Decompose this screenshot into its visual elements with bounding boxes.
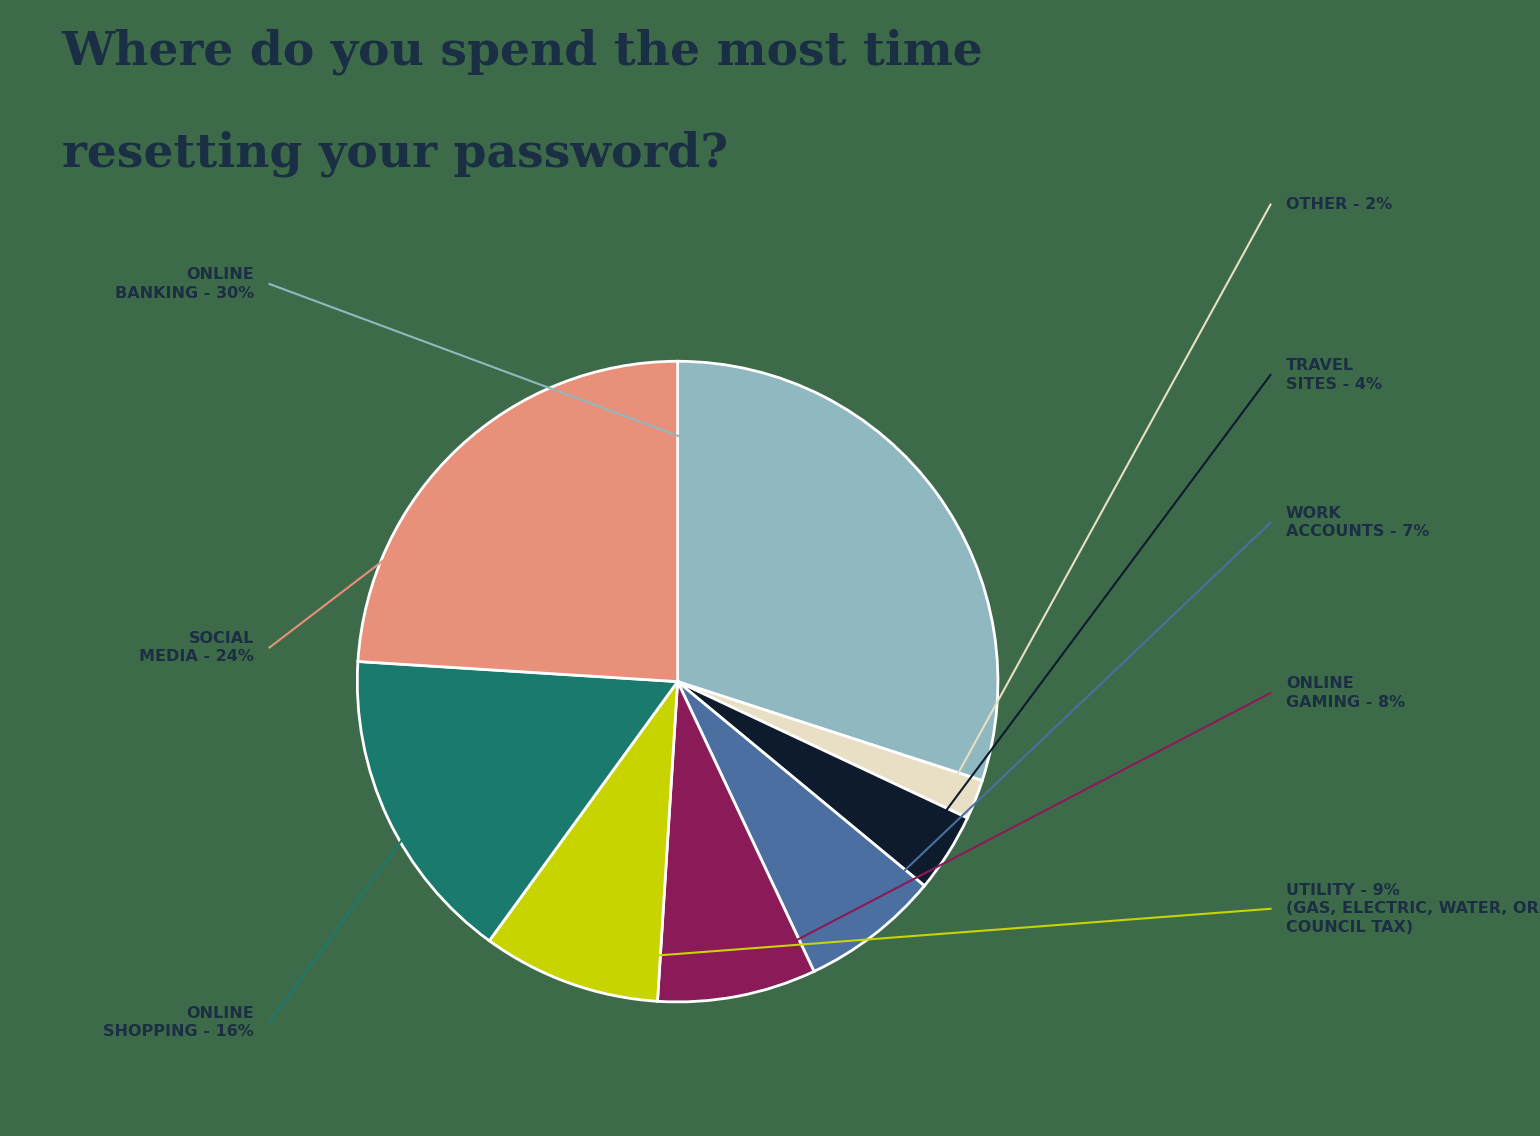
Wedge shape	[678, 682, 924, 971]
Wedge shape	[678, 361, 998, 780]
Text: ONLINE
SHOPPING - 16%: ONLINE SHOPPING - 16%	[103, 1005, 254, 1039]
Text: UTILITY - 9%
(GAS, ELECTRIC, WATER, OR
COUNCIL TAX): UTILITY - 9% (GAS, ELECTRIC, WATER, OR C…	[1286, 883, 1538, 935]
Wedge shape	[658, 682, 815, 1002]
Wedge shape	[678, 682, 983, 818]
Text: SOCIAL
MEDIA - 24%: SOCIAL MEDIA - 24%	[139, 630, 254, 665]
Text: TRAVEL
SITES - 4%: TRAVEL SITES - 4%	[1286, 358, 1381, 392]
Text: resetting your password?: resetting your password?	[62, 131, 728, 177]
Wedge shape	[357, 361, 678, 682]
Text: WORK
ACCOUNTS - 7%: WORK ACCOUNTS - 7%	[1286, 506, 1429, 540]
Text: ONLINE
BANKING - 30%: ONLINE BANKING - 30%	[116, 267, 254, 301]
Text: OTHER - 2%: OTHER - 2%	[1286, 197, 1392, 212]
Wedge shape	[678, 682, 967, 886]
Wedge shape	[490, 682, 678, 1001]
Text: Where do you spend the most time: Where do you spend the most time	[62, 28, 984, 75]
Text: ONLINE
GAMING - 8%: ONLINE GAMING - 8%	[1286, 676, 1404, 710]
Wedge shape	[357, 661, 678, 941]
